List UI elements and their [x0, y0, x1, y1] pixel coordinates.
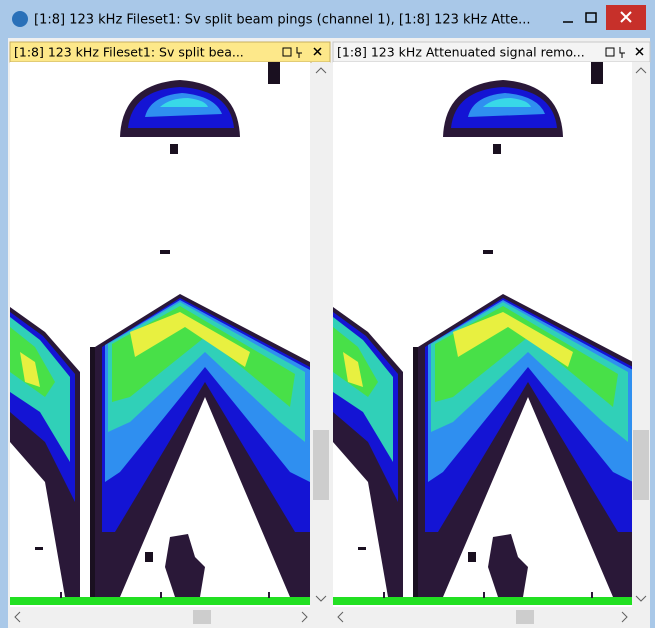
h-thumb[interactable] [516, 610, 534, 624]
v-thumb[interactable] [313, 430, 329, 500]
v-scrollbar[interactable] [632, 62, 650, 608]
pane: [1:8] 123 kHz Fileset1: Sv split bea... [10, 42, 330, 626]
echogram [10, 62, 310, 607]
h-scrollbar[interactable] [333, 608, 632, 626]
app-icon [12, 11, 28, 27]
h-scrollbar[interactable] [10, 608, 312, 626]
app-window: [1:8] 123 kHz Fileset1: Sv split beam pi… [0, 0, 655, 628]
h-thumb[interactable] [193, 610, 211, 624]
window-title: [1:8] 123 kHz Fileset1: Sv split beam pi… [34, 13, 531, 28]
v-scrollbar[interactable] [312, 62, 330, 608]
echogram [333, 62, 633, 607]
pane: [1:8] 123 kHz Attenuated signal remo... [333, 42, 650, 626]
tab-title: [1:8] 123 kHz Attenuated signal remo... [337, 45, 585, 60]
v-thumb[interactable] [633, 430, 649, 500]
tab-title: [1:8] 123 kHz Fileset1: Sv split bea... [14, 45, 244, 60]
